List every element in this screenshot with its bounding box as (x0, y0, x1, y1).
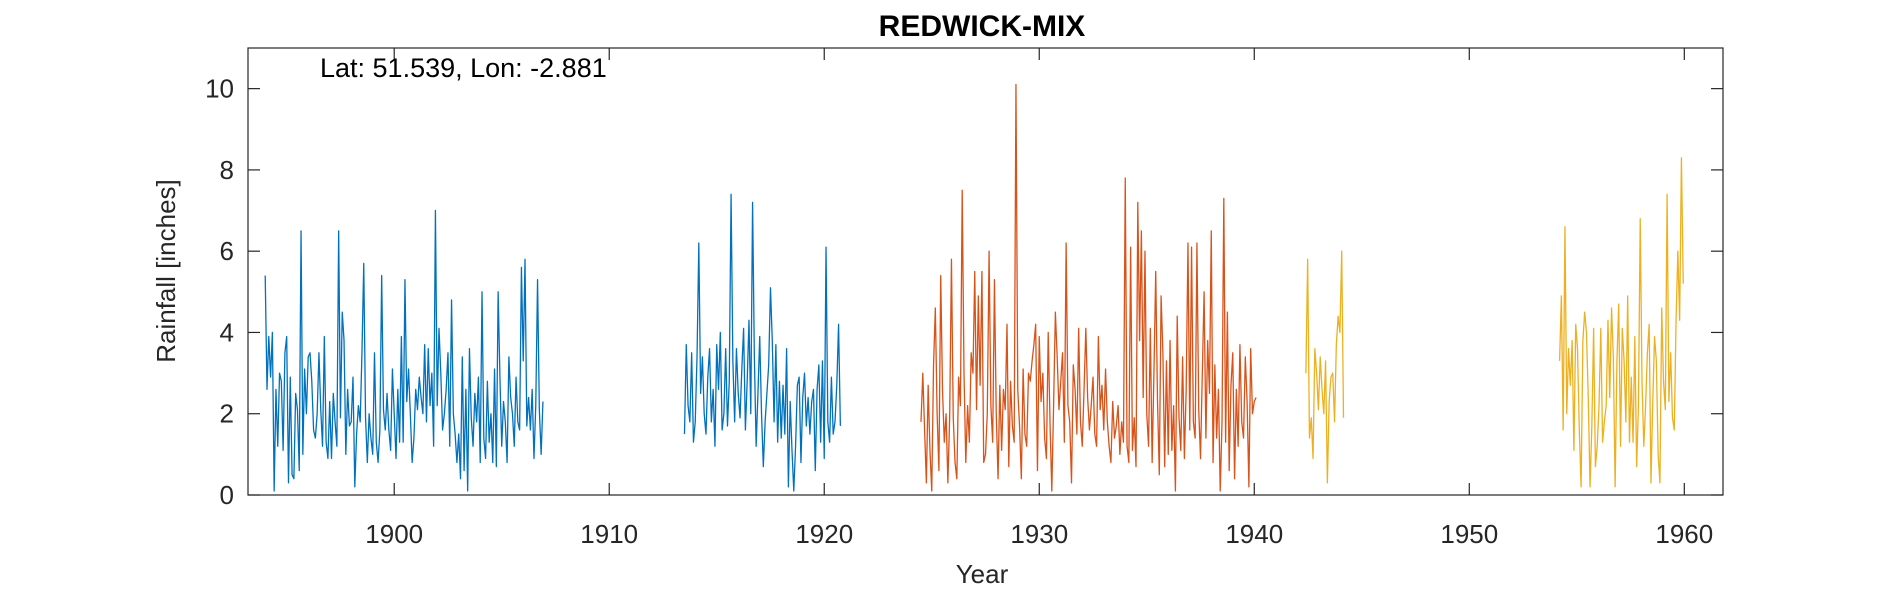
y-tick-label: 10 (205, 74, 234, 104)
x-tick-label: 1960 (1655, 519, 1713, 549)
series-2-line-1 (920, 83, 1257, 492)
y-axis-label: Rainfall [inches] (151, 179, 181, 363)
series-1-line-1 (264, 209, 544, 492)
series-3-line-2 (1558, 157, 1684, 488)
y-tick-label: 6 (220, 236, 234, 266)
series-1-line-2 (683, 193, 842, 492)
series-group (264, 83, 1684, 492)
x-tick-label: 1910 (580, 519, 638, 549)
plot-area: 1900 1910 1920 1930 1940 1950 1960 0 2 4 6 8 10 (205, 47, 1724, 549)
y-tick-label: 8 (220, 155, 234, 185)
y-tick-label: 4 (220, 317, 234, 347)
x-tick-label: 1920 (795, 519, 853, 549)
chart-title: REDWICK-MIX (879, 10, 1086, 43)
x-ticks: 1900 1910 1920 1930 1940 1950 1960 (365, 48, 1713, 549)
x-tick-label: 1940 (1225, 519, 1283, 549)
y-tick-label: 2 (220, 399, 234, 429)
x-tick-label: 1900 (365, 519, 423, 549)
x-tick-label: 1930 (1010, 519, 1068, 549)
axes-box (247, 47, 1724, 496)
y-tick-label: 0 (220, 480, 234, 510)
x-axis-label: Year (956, 559, 1009, 589)
series-3-line-1 (1305, 250, 1345, 484)
y-ticks: 0 2 4 6 8 10 (205, 74, 1723, 510)
location-annotation: Lat: 51.539, Lon: -2.881 (320, 53, 607, 83)
x-tick-label: 1950 (1440, 519, 1498, 549)
